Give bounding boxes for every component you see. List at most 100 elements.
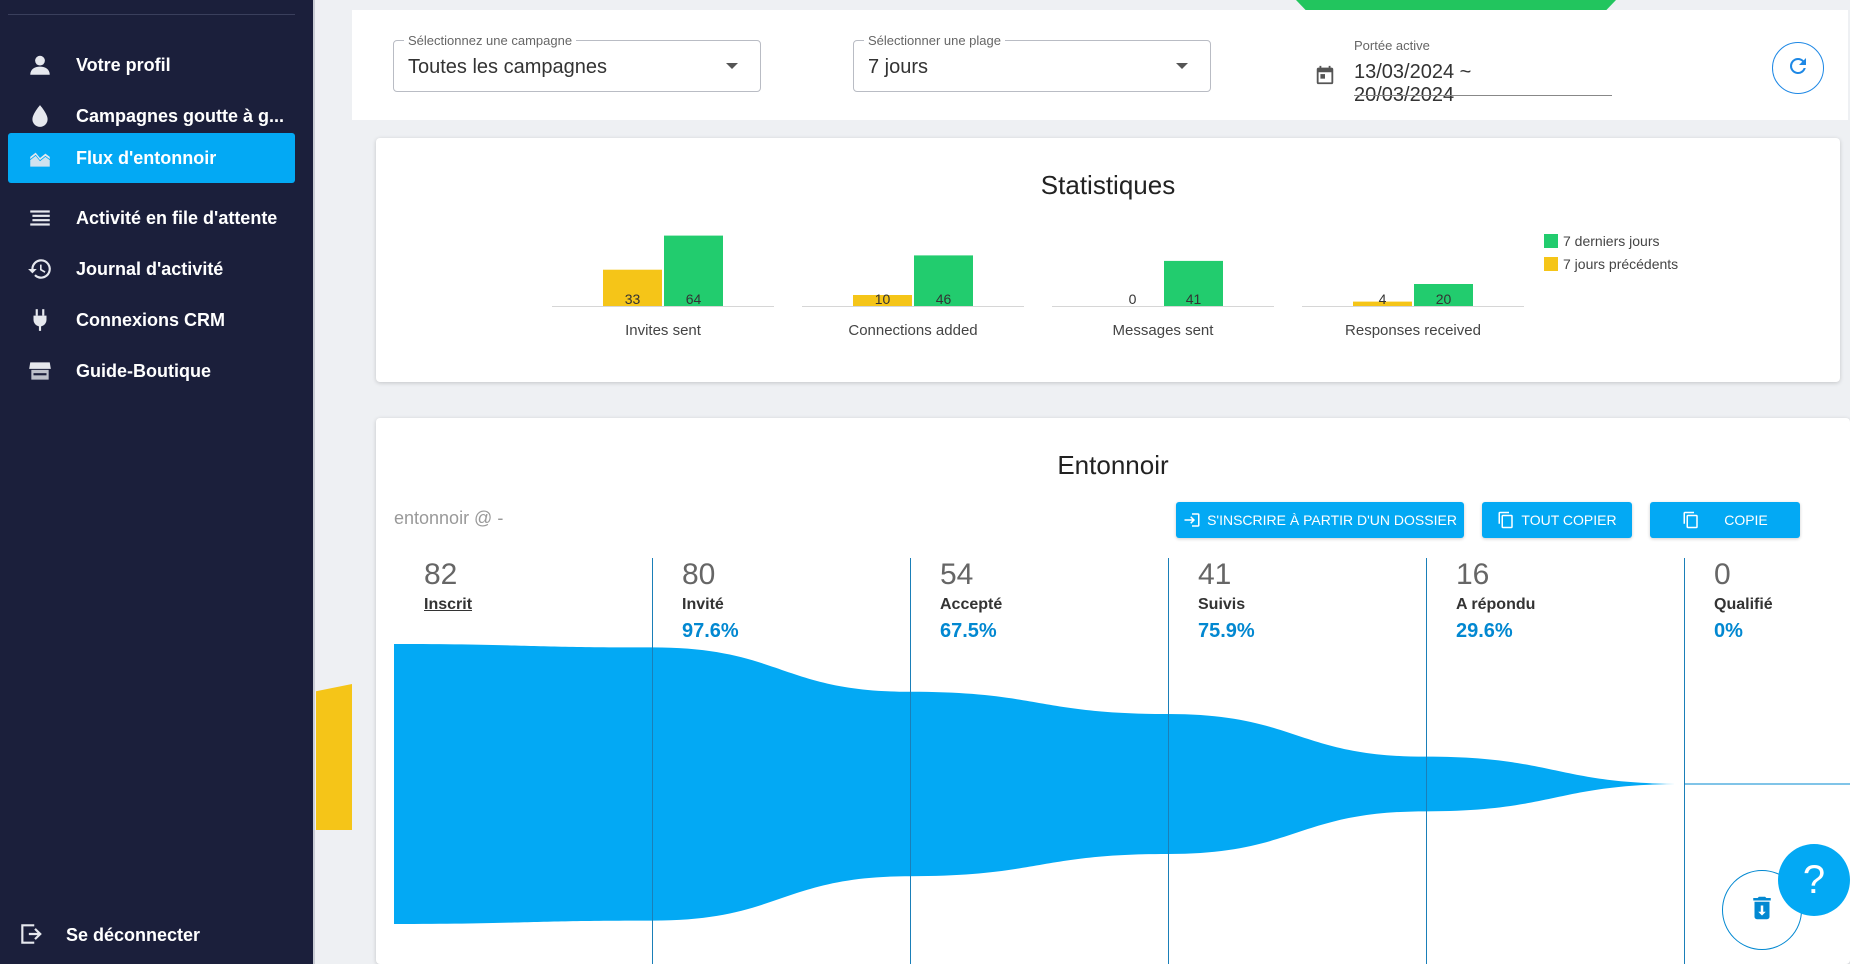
bar-previous-0[interactable] — [603, 269, 662, 306]
active-range-legend: Portée active — [1354, 38, 1430, 53]
category-label: Responses received — [1345, 322, 1481, 339]
bar-value-label: 0 — [1129, 291, 1137, 307]
sidebar-item-activity-log[interactable]: Journal d'activité — [8, 239, 295, 299]
sidebar-item-label: Campagnes goutte à g... — [76, 105, 285, 126]
stage-count: 82 — [424, 558, 458, 591]
enroll-from-folder-button[interactable]: S'INSCRIRE À PARTIR D'UN DOSSIER — [1176, 502, 1464, 538]
drop-icon — [26, 102, 54, 130]
plug-icon — [26, 306, 54, 334]
stage-count: 80 — [682, 558, 716, 591]
stage-count: 0 — [1714, 558, 1731, 591]
stage-percent: 97.6% — [682, 620, 739, 642]
stage-percent: 29.6% — [1456, 620, 1513, 642]
filter-bar: Sélectionnez une campagne Toutes les cam… — [352, 10, 1848, 120]
logout-icon — [18, 921, 46, 949]
stage-name: Invité — [682, 596, 724, 613]
funnel-stage-followed: 41 Suivis 75.9% — [1198, 558, 1255, 643]
sidebar-item-label: Guide-Boutique — [76, 360, 211, 381]
enroll-from-folder-label: S'INSCRIRE À PARTIR D'UN DOSSIER — [1207, 512, 1457, 528]
active-range-field[interactable]: Portée active 13/03/2024 ~ 20/03/2024 — [1314, 38, 1612, 106]
decorative-yellow-shape — [316, 684, 352, 830]
stage-name: Accepté — [940, 596, 1003, 613]
bar-value-label: 4 — [1379, 291, 1387, 307]
funnel-area — [394, 644, 1684, 924]
logout-button[interactable]: Se déconnecter — [8, 905, 295, 964]
stage-count: 41 — [1198, 558, 1232, 591]
sidebar-item-drip-campaigns[interactable]: Campagnes goutte à g... — [8, 86, 295, 146]
funnel-title: Entonnoir — [1057, 450, 1169, 480]
copy-icon — [1683, 511, 1698, 529]
stage-count: 54 — [940, 558, 974, 591]
legend-label: 7 derniers jours — [1563, 233, 1660, 249]
trash-icon — [1747, 893, 1777, 928]
bar-last-3[interactable] — [1414, 284, 1473, 306]
calendar-icon[interactable] — [1314, 64, 1336, 86]
sidebar-item-profile[interactable]: Votre profil — [8, 35, 295, 95]
bar-last-1[interactable] — [914, 255, 973, 306]
logout-label: Se déconnecter — [66, 924, 201, 945]
bar-last-0[interactable] — [664, 235, 723, 306]
sidebar-item-store-guide[interactable]: Guide-Boutique — [8, 341, 295, 401]
main-content: Sélectionnez une campagne Toutes les cam… — [352, 0, 1850, 964]
funnel-stage-invited: 80 Invité 97.6% — [682, 558, 739, 643]
copy-button[interactable]: COPIE — [1650, 502, 1800, 538]
stage-percent: 0% — [1714, 620, 1743, 642]
stage-name: Suivis — [1198, 596, 1246, 613]
copy-label: COPIE — [1724, 512, 1768, 528]
decorative-green-bar — [1296, 0, 1616, 10]
sidebar-item-label: Votre profil — [76, 54, 171, 75]
statistics-bar-chart: 33 64 Invites sent 10 46 Connections added 0 41… — [552, 233, 1678, 339]
bar-previous-3[interactable] — [1353, 301, 1412, 306]
legend-label: 7 jours précédents — [1563, 256, 1678, 272]
range-select-value: 7 jours — [868, 56, 929, 78]
chevron-down-icon — [1176, 63, 1188, 69]
sidebar-item-label: Journal d'activité — [76, 258, 224, 279]
refresh-icon — [1786, 54, 1810, 83]
legend-swatch — [1544, 234, 1558, 248]
refresh-button[interactable] — [1772, 42, 1824, 94]
funnel-stage-accepted: 54 Accepté 67.5% — [940, 558, 1002, 643]
stage-percent: 67.5% — [940, 620, 997, 642]
stage-percent: 75.9% — [1198, 620, 1255, 642]
history-icon — [26, 255, 54, 283]
campaign-select-value: Toutes les campagnes — [408, 56, 608, 78]
copy-all-label: TOUT COPIER — [1521, 512, 1617, 528]
stage-name: Qualifié — [1714, 596, 1773, 613]
funnel-stage-qualified: 0 Qualifié 0% — [1714, 558, 1773, 643]
active-range-value: 13/03/2024 ~ 20/03/2024 — [1354, 61, 1472, 106]
funnel-stage-replied: 16 A répondu 29.6% — [1456, 558, 1535, 643]
active-range-underline — [1354, 95, 1612, 96]
stage-name-link[interactable]: Inscrit — [424, 596, 473, 613]
help-fab-button[interactable]: ? — [1778, 844, 1850, 916]
sidebar-item-funnel-flow[interactable]: Flux d'entonnoir — [8, 133, 295, 183]
store-icon — [26, 357, 54, 385]
funnel-area-chart — [394, 558, 1850, 964]
sidebar-item-label: Activité en file d'attente — [76, 207, 278, 228]
sidebar-item-queue-activity[interactable]: Activité en file d'attente — [8, 188, 295, 248]
campaign-select[interactable]: Sélectionnez une campagne Toutes les cam… — [393, 33, 761, 92]
sidebar-divider — [8, 14, 295, 15]
stage-count: 16 — [1456, 558, 1490, 591]
category-label: Messages sent — [1113, 322, 1215, 339]
bar-value-label: 33 — [625, 291, 641, 307]
copy-all-button[interactable]: TOUT COPIER — [1482, 502, 1632, 538]
funnel-card: Entonnoir entonnoir @ - S'INSCRIRE À PAR… — [376, 418, 1850, 964]
funnel-stage-enrolled: 82 Inscrit — [424, 558, 472, 614]
statistics-title: Statistiques — [1040, 170, 1176, 200]
chevron-down-icon — [726, 63, 738, 69]
stage-name: A répondu — [1456, 596, 1536, 613]
help-label: ? — [1802, 857, 1826, 902]
bar-previous-1[interactable] — [853, 295, 912, 306]
range-select[interactable]: Sélectionner une plage 7 jours — [853, 33, 1211, 92]
category-label: Invites sent — [625, 322, 702, 339]
copy-icon — [1498, 511, 1514, 529]
queue-list-icon — [26, 204, 54, 232]
sidebar-item-crm-connections[interactable]: Connexions CRM — [8, 290, 295, 350]
bar-value-label: 20 — [1436, 291, 1452, 307]
category-label: Connections added — [848, 322, 977, 339]
range-select-legend: Sélectionner une plage — [864, 33, 1005, 48]
login-icon — [1184, 513, 1200, 527]
bar-last-2[interactable] — [1164, 260, 1223, 306]
statistics-card: Statistiques 33 64 Invites sent 10 46 Connect… — [376, 138, 1840, 382]
